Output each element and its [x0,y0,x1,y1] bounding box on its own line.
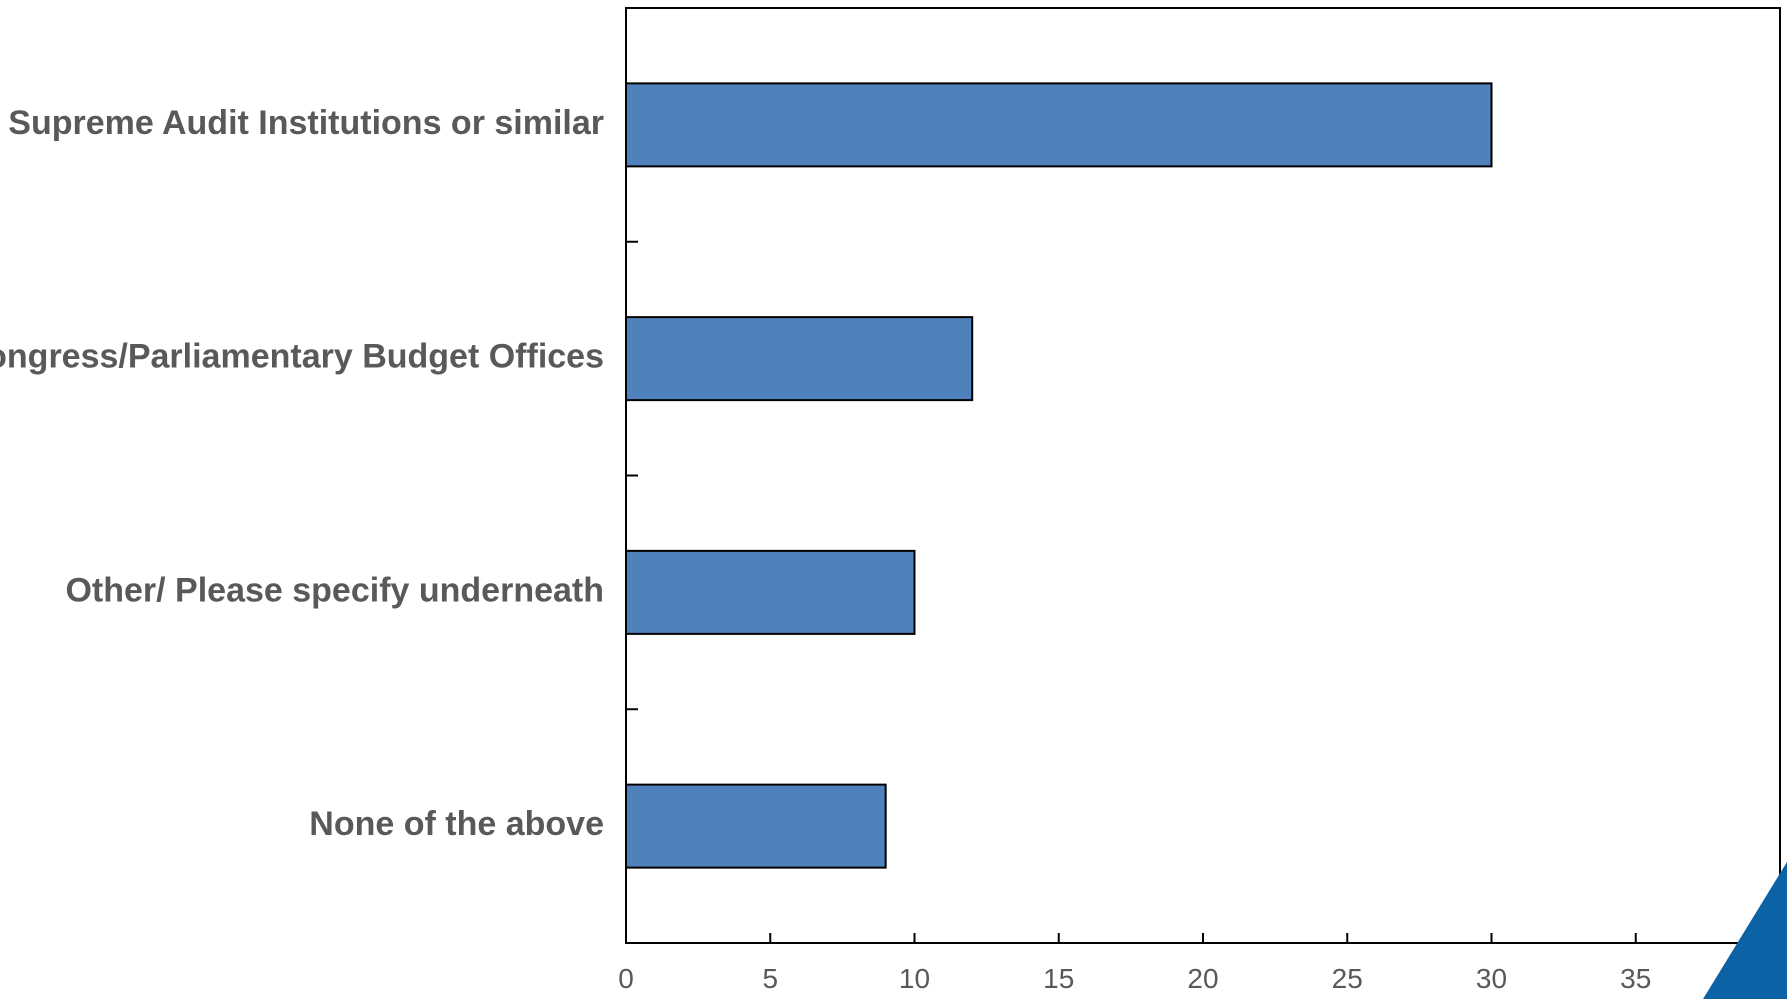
category-label: Congress/Parliamentary Budget Offices [0,338,604,376]
x-tick-label: 30 [1476,963,1507,994]
category-label: None of the above [309,805,604,843]
x-tick-label: 25 [1332,963,1363,994]
bars-layer [625,82,1493,869]
x-tick-label: 0 [618,963,634,994]
bar-3 [625,549,916,635]
category-label: Other/ Please specify underneath [65,571,604,609]
bar-2 [625,316,974,402]
x-tick-label: 15 [1043,963,1074,994]
labels-layer: Supreme Audit Institutions or similar Con… [0,104,1787,994]
x-tick-label: 35 [1620,963,1651,994]
category-label: Supreme Audit Institutions or similar [8,104,604,142]
x-tick-label: 10 [899,963,930,994]
x-tick-label: 5 [762,963,778,994]
bar-4 [625,783,887,869]
corner-accent-triangle [1703,862,1787,999]
bar-1 [625,82,1493,168]
x-tick-label: 20 [1187,963,1218,994]
